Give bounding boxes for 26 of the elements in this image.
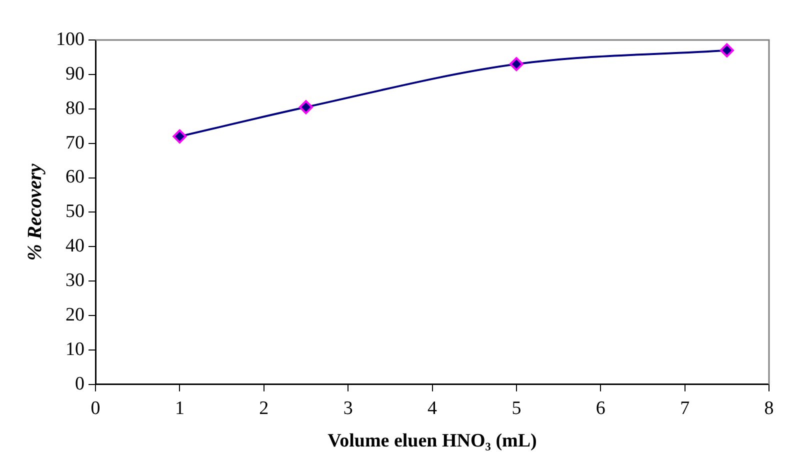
y-axis-title: % Recovery: [24, 163, 46, 261]
x-tick-label: 7: [680, 398, 690, 419]
y-tick-label: 40: [66, 236, 84, 257]
x-tick-label: 6: [596, 398, 606, 419]
x-tick-label: 4: [428, 398, 438, 419]
point: [509, 57, 524, 72]
y-tick-label: 60: [66, 166, 84, 188]
x-tick-label: 3: [343, 398, 353, 419]
x-tick-label: 2: [259, 398, 269, 419]
x-axis-title: Volume eluen HNO₃ (mL): [328, 430, 537, 452]
point: [172, 129, 187, 144]
y-tick-label: 0: [75, 373, 84, 394]
y-tick-label: 30: [66, 270, 84, 292]
x-tick-label: 1: [174, 398, 184, 419]
y-tick-label: 100: [56, 28, 84, 50]
y-tick-label: 50: [66, 201, 84, 222]
y-tick-label: 10: [66, 338, 84, 360]
y-tick-label: 70: [66, 132, 84, 154]
y-tick-label: 80: [66, 98, 84, 119]
x-tick-label: 0: [90, 398, 100, 419]
point: [720, 43, 734, 58]
point: [298, 100, 313, 114]
x-tick-label: 5: [512, 398, 522, 419]
y-tick-label: 20: [66, 304, 84, 326]
y-tick-label: 90: [66, 63, 84, 84]
x-tick-label: 8: [764, 398, 774, 419]
